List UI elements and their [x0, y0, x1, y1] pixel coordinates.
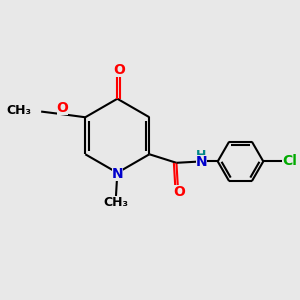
Text: H: H — [196, 148, 207, 162]
Text: Cl: Cl — [282, 154, 297, 168]
Text: CH₃: CH₃ — [103, 196, 128, 209]
Text: O: O — [57, 101, 68, 115]
Text: O: O — [173, 185, 185, 199]
Text: O: O — [113, 63, 125, 77]
Text: CH₃: CH₃ — [6, 103, 31, 117]
Text: N: N — [196, 155, 207, 169]
Text: N: N — [112, 167, 123, 181]
